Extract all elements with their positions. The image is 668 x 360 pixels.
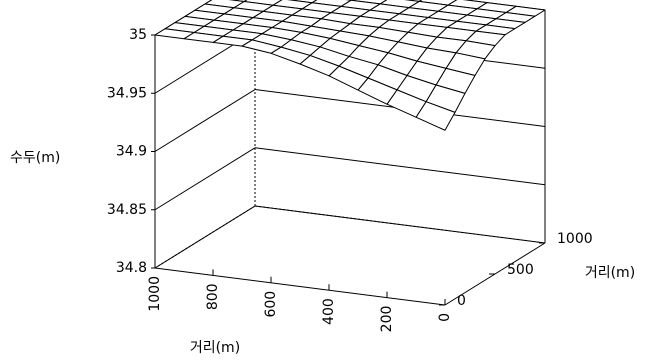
grid-line — [154, 147, 256, 211]
grid-line — [154, 89, 256, 152]
x-tick-label: 400 — [321, 298, 337, 325]
z-tick-label: 34.8 — [116, 260, 147, 276]
surface-cell — [154, 28, 195, 40]
x-axis-label: 거리(m) — [190, 340, 240, 356]
x-tick-label: 1000 — [147, 276, 163, 312]
y-tick-label: 1000 — [557, 231, 593, 247]
grid-line — [154, 205, 256, 269]
z-tick-label: 35 — [129, 27, 147, 43]
z-axis-label: 수두(m) — [10, 150, 60, 166]
grid-line — [254, 205, 546, 244]
z-tick-label: 34.85 — [107, 202, 147, 218]
y-tick-label: 500 — [507, 262, 534, 278]
z-tick-label: 34.9 — [116, 144, 147, 160]
x-tick-label: 200 — [379, 306, 395, 333]
box-edge — [154, 267, 446, 306]
z-tick-label: 34.95 — [107, 85, 147, 101]
x-tick-label: 800 — [205, 283, 221, 310]
y-axis-label: 거리(m) — [585, 265, 635, 281]
x-tick-label: 0 — [437, 313, 453, 322]
grid-line — [254, 147, 546, 186]
x-tick-label: 600 — [263, 291, 279, 318]
y-tick-label: 0 — [457, 293, 466, 309]
